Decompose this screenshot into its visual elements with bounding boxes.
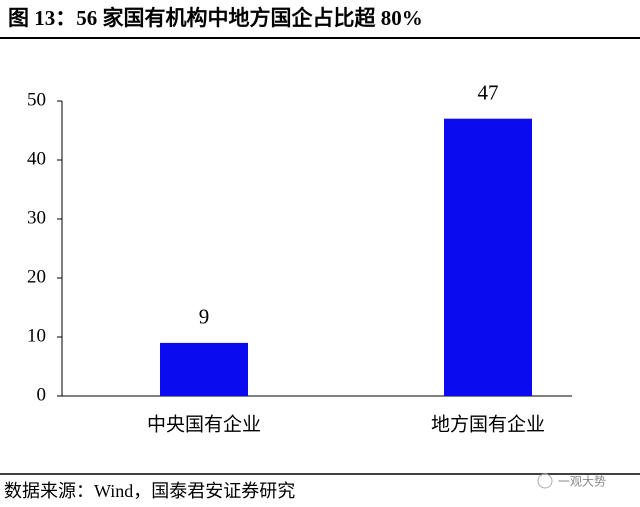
watermark-icon [537,473,553,489]
x-tick-label: 中央国有企业 [147,413,261,435]
y-tick-label: 30 [27,207,46,228]
x-tick-label: 地方国有企业 [431,413,545,435]
value-label: 9 [199,305,210,329]
bar [444,118,532,396]
value-label: 47 [478,81,499,105]
source: 数据来源：Wind，国泰君安证券研究 [4,481,295,501]
bar [160,342,248,396]
y-tick-label: 0 [37,384,47,405]
y-tick-label: 50 [27,89,46,110]
watermark: 一观大势 [558,475,606,489]
chart-title: 图 13：56 家国有机构中地方国企占比超 80% [8,6,423,30]
y-tick-label: 40 [27,148,46,169]
y-tick-label: 20 [27,266,46,287]
y-tick-label: 10 [27,325,46,346]
